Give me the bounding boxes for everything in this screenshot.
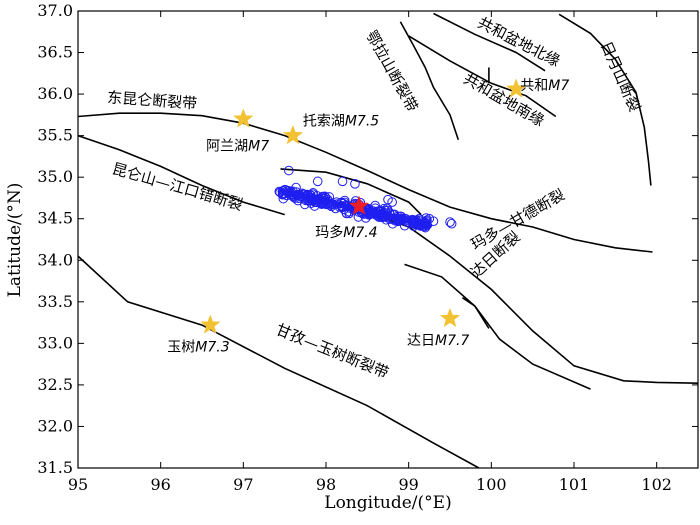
fault-line-gonghe-north — [433, 12, 546, 72]
fault-label-ganzi-yushu: 甘孜—玉树断裂带 — [273, 320, 391, 382]
x-tick-label-2: 97 — [233, 475, 253, 494]
epicenter-magnitude: M7 — [248, 139, 269, 155]
x-tick-label-3: 98 — [316, 475, 336, 494]
aftershock-cluster — [274, 165, 457, 233]
y-axis-title: Latitude/(°N) — [5, 183, 25, 298]
x-tick-label-5: 100 — [476, 475, 507, 494]
aftershock-point — [387, 197, 397, 207]
y-tick-label-2: 32.5 — [37, 375, 73, 394]
epicenter-star-alan-hu — [233, 108, 254, 128]
epicenter-magnitude: M7.7 — [435, 333, 469, 349]
x-tick-label-4: 99 — [398, 475, 418, 494]
epicenter-name: 玛多 — [315, 224, 343, 241]
epicenter-magnitude: M7.4 — [343, 225, 377, 241]
x-tick-label-1: 96 — [150, 475, 170, 494]
x-tick-label-7: 102 — [641, 475, 672, 494]
epicenter-star-gonghe — [505, 78, 527, 98]
fault-label-riyue-shan: 日月山断裂 — [597, 39, 644, 115]
fault-line-gonghe-south — [408, 35, 557, 118]
epicenter-star-tuosuo-hu — [282, 124, 304, 145]
epicenter-name: 托索湖 — [303, 113, 345, 130]
aftershock-point — [312, 176, 323, 187]
y-tick-label-3: 33.0 — [37, 333, 73, 352]
fault-line-dari — [404, 263, 591, 390]
epicenter-name: 玉树 — [167, 340, 195, 356]
aftershock-point — [446, 218, 457, 229]
y-tick-label-9: 36.0 — [37, 84, 73, 103]
epicenter-label-maduo: 玛多M7.4 — [315, 224, 377, 241]
epicenter-name: 达日 — [407, 333, 435, 349]
y-tick-label-10: 36.5 — [37, 43, 73, 62]
epicenter-star-maduo — [348, 195, 370, 215]
y-tick-label-0: 31.5 — [37, 458, 73, 477]
aftershock-point — [284, 165, 294, 176]
epicenter-name: 共和 — [520, 78, 548, 94]
fault-line-ela-shan — [399, 21, 460, 141]
y-tick-label-11: 37.0 — [37, 1, 73, 20]
axes: 95 96 97 98 99 100 101 102 31.5 32.0 32.5 33.0 33.5 3… — [37, 1, 698, 494]
fault-label-ela-shan: 鄂拉山断裂带 — [362, 27, 421, 114]
epicenter-magnitude: M7 — [548, 78, 569, 94]
fault-label-east-kunlun: 东昆仑断裂带 — [107, 88, 198, 112]
epicenter-magnitude: M7.3 — [195, 340, 229, 356]
x-tick-label-6: 101 — [559, 475, 590, 494]
fault-line-dari-short — [461, 297, 490, 329]
aftershock-point — [445, 217, 455, 227]
x-tick-label-0: 95 — [68, 475, 88, 494]
x-axis-title: Longitude/(°E) — [324, 493, 451, 513]
epicenter-name: 阿兰湖 — [206, 139, 248, 155]
epicenter-label-tuosuo-hu: 托索湖M7.5 — [303, 113, 379, 130]
fault-label-kunlun-jiangkou: 昆仑山—江口错断裂 — [110, 160, 245, 215]
fault-line-kunlun-inner — [280, 168, 422, 216]
epicenter-magnitude: M7.5 — [345, 114, 379, 130]
y-tick-label-6: 34.5 — [37, 209, 73, 228]
fault-line-ganzi-yushu — [78, 255, 480, 468]
fault-line-riyue-shan — [558, 13, 652, 186]
y-tick-label-7: 35.0 — [37, 167, 73, 186]
epicenter-star-dari-eq — [439, 307, 461, 328]
y-tick-label-5: 34.0 — [37, 250, 73, 269]
epicenter-label-gonghe: 共和M7 — [520, 78, 569, 94]
aftershock-point — [337, 176, 348, 187]
epicenter-star-yushu — [200, 314, 221, 334]
epicenter-label-alan-hu: 阿兰湖M7 — [206, 139, 269, 155]
aftershock-point — [350, 179, 360, 189]
fault-label-gonghe-north: 共和盆地北缘 — [475, 13, 563, 70]
plot-frame — [77, 10, 699, 469]
epicenter-label-dari-eq: 达日M7.7 — [407, 333, 469, 349]
y-tick-label-4: 33.5 — [37, 292, 73, 311]
fault-line-east-kunlun — [78, 112, 653, 253]
fault-line-kunlun-jiangkou — [78, 134, 285, 216]
epicenter-label-yushu: 玉树M7.3 — [167, 340, 229, 356]
y-tick-label-8: 35.5 — [37, 126, 73, 145]
y-tick-label-1: 32.0 — [37, 416, 73, 435]
